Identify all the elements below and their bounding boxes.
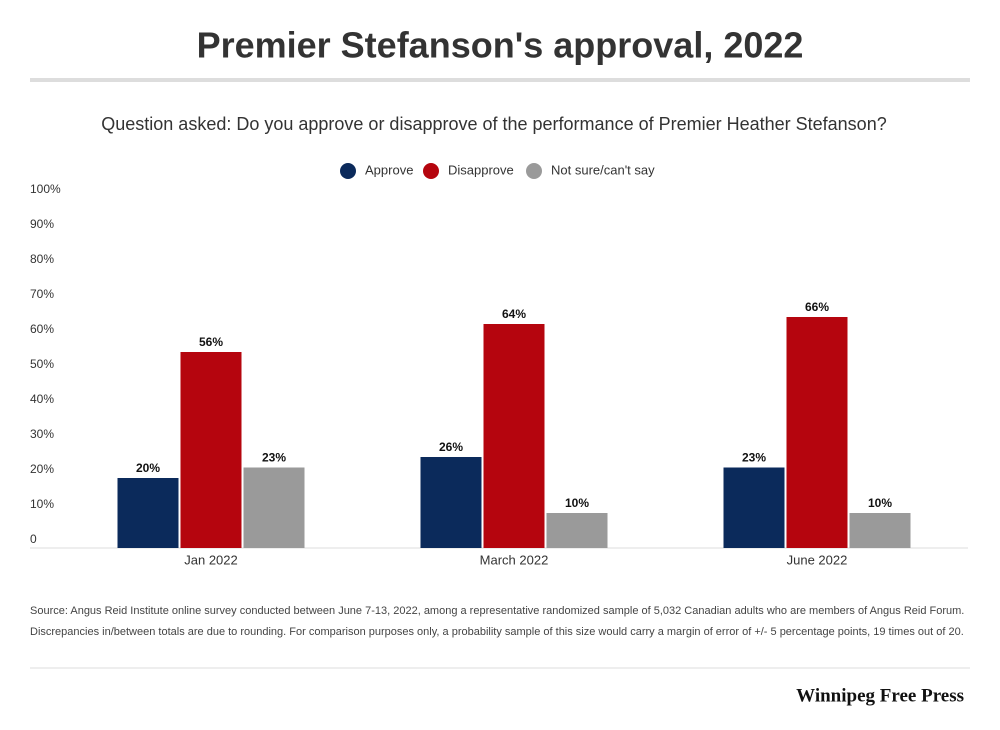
legend-swatch <box>526 163 542 179</box>
bar <box>117 478 179 548</box>
value-label: 66% <box>805 300 829 314</box>
value-label: 10% <box>868 496 892 510</box>
y-tick-label: 30% <box>30 427 54 441</box>
x-tick-label: Jan 2022 <box>184 552 238 567</box>
y-tick-label: 100% <box>30 182 61 196</box>
value-label: 56% <box>199 335 223 349</box>
value-label: 10% <box>565 496 589 510</box>
chart-subtitle: Question asked: Do you approve or disapp… <box>101 114 886 134</box>
y-tick-label: 90% <box>30 217 54 231</box>
y-tick-label: 70% <box>30 287 54 301</box>
value-label: 26% <box>439 440 463 454</box>
y-tick-label: 20% <box>30 462 54 476</box>
legend-swatch <box>423 163 439 179</box>
bar <box>420 457 482 548</box>
legend-swatch <box>340 163 356 179</box>
bar <box>786 317 848 548</box>
bar <box>483 324 545 548</box>
y-tick-label: 80% <box>30 252 54 266</box>
y-tick-label: 10% <box>30 497 54 511</box>
y-tick-label: 50% <box>30 357 54 371</box>
bar <box>849 513 911 548</box>
legend-label: Not sure/can't say <box>551 162 655 177</box>
source-note: Source: Angus Reid Institute online surv… <box>30 605 964 617</box>
chart-title: Premier Stefanson's approval, 2022 <box>197 25 804 66</box>
y-tick-label: 40% <box>30 392 54 406</box>
bar <box>723 467 785 548</box>
value-label: 23% <box>262 451 286 465</box>
brand-logo: Winnipeg Free Press <box>796 685 964 706</box>
x-tick-label: June 2022 <box>787 552 848 567</box>
value-label: 23% <box>742 451 766 465</box>
source-note: Discrepancies in/between totals are due … <box>30 626 964 638</box>
value-label: 64% <box>502 307 526 321</box>
bar <box>546 513 608 548</box>
x-tick-label: March 2022 <box>480 552 549 567</box>
bar <box>243 467 305 548</box>
legend-label: Disapprove <box>448 162 514 177</box>
value-label: 20% <box>136 461 160 475</box>
y-tick-label: 60% <box>30 322 54 336</box>
bar <box>180 352 242 548</box>
legend-label: Approve <box>365 162 413 177</box>
y-tick-label: 0 <box>30 532 37 546</box>
title-rule <box>30 78 970 82</box>
